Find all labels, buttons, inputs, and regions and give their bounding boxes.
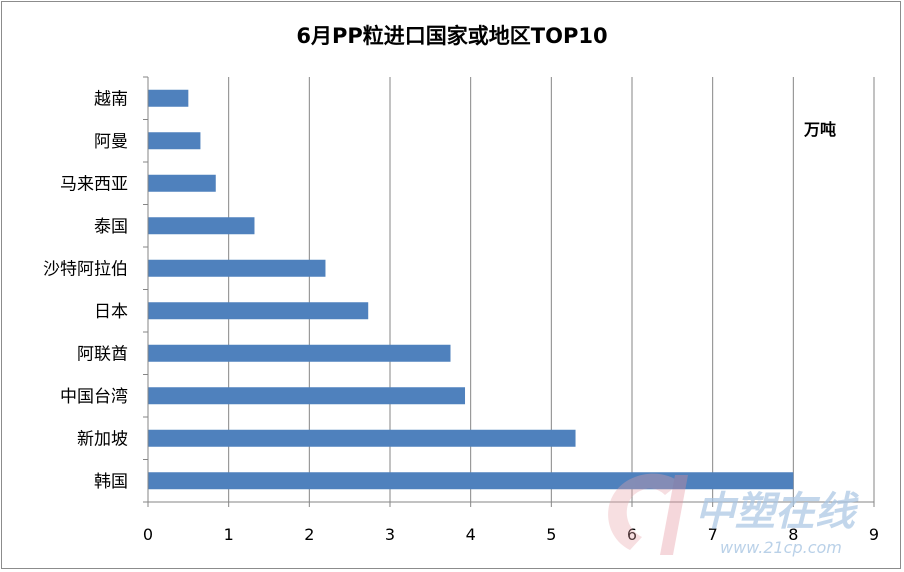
- x-tick-label: 3: [385, 525, 395, 544]
- x-tick-label: 9: [869, 525, 879, 544]
- category-label: 马来西亚: [60, 174, 128, 194]
- bar: [148, 259, 326, 277]
- category-label: 韩国: [94, 472, 128, 492]
- bar: [148, 344, 451, 362]
- x-tick-label: 7: [708, 525, 718, 544]
- category-label: 越南: [94, 89, 128, 109]
- bar: [148, 387, 466, 405]
- category-label: 日本: [94, 302, 128, 322]
- category-label: 沙特阿拉伯: [43, 259, 128, 279]
- bar: [148, 472, 794, 490]
- bar: [148, 217, 255, 235]
- x-tick-label: 1: [224, 525, 234, 544]
- category-label: 阿曼: [94, 132, 128, 152]
- bar: [148, 132, 201, 150]
- category-label: 泰国: [94, 217, 128, 237]
- bar: [148, 302, 369, 320]
- bar: [148, 174, 216, 192]
- unit-label: 万吨: [804, 120, 837, 139]
- x-tick-label: 4: [466, 525, 476, 544]
- x-tick-label: 6: [627, 525, 637, 544]
- category-label: 新加坡: [77, 429, 128, 449]
- bar: [148, 89, 189, 107]
- x-tick-label: 8: [788, 525, 798, 544]
- category-label: 中国台湾: [60, 387, 128, 407]
- x-tick-label: 5: [546, 525, 556, 544]
- category-label: 阿联酋: [77, 344, 128, 364]
- x-tick-label: 0: [143, 525, 153, 544]
- chart-title: 6月PP粒进口国家或地区TOP10: [296, 24, 608, 48]
- bar: [148, 429, 576, 447]
- x-tick-label: 2: [304, 525, 314, 544]
